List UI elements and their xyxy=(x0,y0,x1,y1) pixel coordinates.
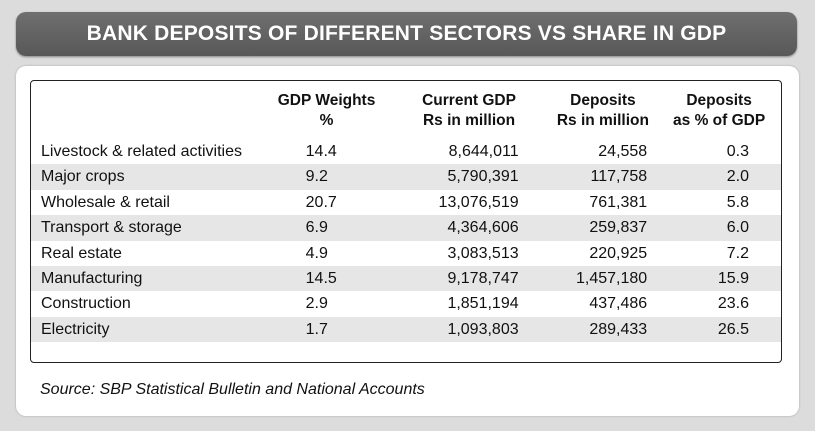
cell-deposits-pct-gdp: 0.3 xyxy=(726,143,749,160)
cell-deposits: 24,558 xyxy=(598,143,648,160)
cell-deposits-pct-gdp: 2.0 xyxy=(661,164,781,190)
cell-gdp-weight: 4.9 xyxy=(305,244,328,262)
cell-deposits: 259,837 xyxy=(536,215,662,241)
header-line2: as % of GDP xyxy=(673,112,766,129)
cell-gdp-weight: 2.9 xyxy=(305,295,328,313)
cell-current-gdp: 13,076,519 xyxy=(438,193,519,211)
header-line1: GDP Weights xyxy=(277,92,376,109)
header-row: GDP Weights % Current GDP Rs in million … xyxy=(31,81,781,139)
header-gdp-weights: GDP Weights % xyxy=(268,81,392,139)
table-row: Major crops 9.2 5,790,391 117,758 2.0 xyxy=(31,164,781,190)
cell-gdp-weight: 20.7 xyxy=(305,193,337,211)
cell-deposits: 220,925 xyxy=(589,244,648,262)
source-note: Source: SBP Statistical Bulletin and Nat… xyxy=(40,381,425,398)
header-sector xyxy=(31,81,268,139)
table-row: Transport & storage 6.9 4,364,606 259,837 6.… xyxy=(31,215,781,241)
cell-deposits-pct-gdp: 7.2 xyxy=(726,244,749,262)
header-line1: Deposits xyxy=(570,92,636,109)
cell-gdp-weight: 6.9 xyxy=(267,215,392,241)
cell-deposits-pct-gdp: 15.9 xyxy=(661,266,781,292)
cell-sector: Manufacturing xyxy=(31,266,268,292)
header-line2: Rs in million xyxy=(422,112,516,129)
header-line1: Deposits xyxy=(686,92,752,109)
cell-current-gdp: 5,790,391 xyxy=(391,164,537,190)
cell-deposits: 1,457,180 xyxy=(536,266,662,292)
header-line2: Rs in million xyxy=(556,112,649,129)
table-body: Livestock & related activities 14.4 8,644,… xyxy=(31,139,781,343)
chart-title: BANK DEPOSITS OF DIFFERENT SECTORS VS SH… xyxy=(86,22,727,45)
data-table: GDP Weights % Current GDP Rs in million … xyxy=(31,81,781,343)
cell-gdp-weight: 9.2 xyxy=(267,164,392,190)
cell-sector: Electricity xyxy=(31,316,268,343)
cell-gdp-weight: 1.7 xyxy=(267,316,392,343)
table-card: GDP Weights % Current GDP Rs in million … xyxy=(16,66,799,416)
cell-current-gdp: 1,093,803 xyxy=(391,316,537,343)
title-banner: BANK DEPOSITS OF DIFFERENT SECTORS VS SH… xyxy=(16,12,797,56)
cell-deposits: 117,758 xyxy=(536,164,662,190)
cell-gdp-weight: 14.4 xyxy=(305,143,337,160)
header-line1: Current GDP xyxy=(422,92,516,109)
header-deposits: Deposits Rs in million xyxy=(537,81,662,139)
cell-sector: Wholesale & retail xyxy=(41,193,170,211)
cell-deposits-pct-gdp: 23.6 xyxy=(717,295,749,313)
table-row: Wholesale & retail 20.7 13,076,519 761,381 5… xyxy=(31,190,781,215)
header-deposits-pct-gdp: Deposits as % of GDP xyxy=(661,81,781,139)
cell-deposits: 437,486 xyxy=(589,295,648,313)
table-row: Livestock & related activities 14.4 8,644,… xyxy=(31,139,781,164)
cell-current-gdp: 8,644,011 xyxy=(448,143,519,160)
table-row: Construction 2.9 1,851,194 437,486 23.6 xyxy=(31,291,781,316)
table-row: Real estate 4.9 3,083,513 220,925 7.2 xyxy=(31,241,781,266)
cell-sector: Transport & storage xyxy=(31,215,268,241)
cell-deposits-pct-gdp: 6.0 xyxy=(661,215,781,241)
cell-sector: Major crops xyxy=(31,164,268,190)
cell-current-gdp: 4,364,606 xyxy=(391,215,537,241)
cell-deposits-pct-gdp: 5.8 xyxy=(726,193,749,211)
table-row: Electricity 1.7 1,093,803 289,433 26.5 xyxy=(31,316,781,343)
header-line2: % xyxy=(319,112,334,129)
cell-current-gdp: 3,083,513 xyxy=(447,244,519,262)
cell-sector: Real estate xyxy=(41,244,122,262)
header-current-gdp: Current GDP Rs in million xyxy=(391,81,536,139)
cell-gdp-weight: 14.5 xyxy=(267,266,392,292)
cell-deposits-pct-gdp: 26.5 xyxy=(661,316,781,343)
cell-sector: Livestock & related activities xyxy=(41,143,242,160)
cell-deposits: 289,433 xyxy=(536,316,662,343)
table-frame: GDP Weights % Current GDP Rs in million … xyxy=(30,80,782,363)
cell-current-gdp: 9,178,747 xyxy=(391,266,537,292)
cell-current-gdp: 1,851,194 xyxy=(447,295,519,313)
table-row: Manufacturing 14.5 9,178,747 1,457,180 15.9 xyxy=(31,266,781,292)
cell-deposits: 761,381 xyxy=(589,193,648,211)
cell-sector: Construction xyxy=(41,295,131,313)
